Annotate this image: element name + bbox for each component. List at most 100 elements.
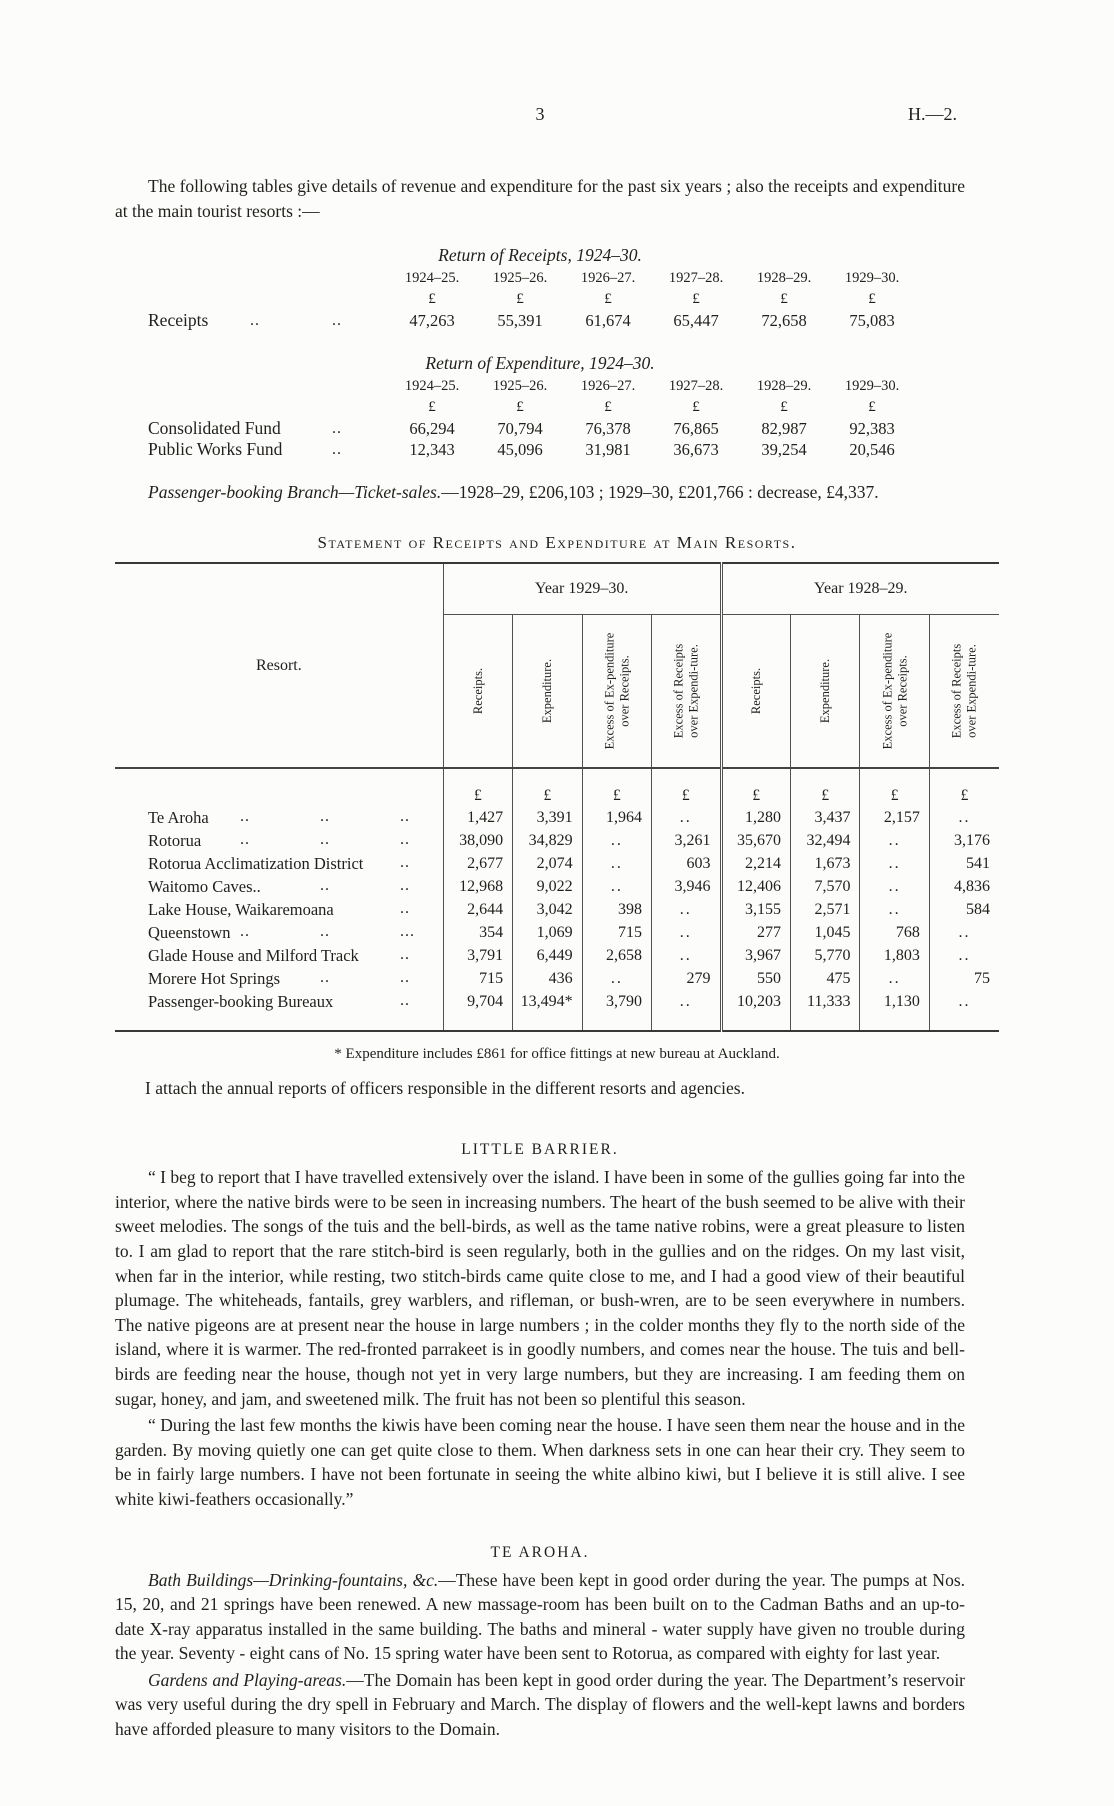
resort-name: Morere Hot Springs: [148, 968, 280, 988]
leader-dots: ..: [250, 312, 260, 330]
value-cell: 3,967: [719, 944, 791, 968]
currency-symbol: £: [868, 399, 876, 416]
currency-symbol: £: [442, 768, 513, 807]
value-cell: 39,254: [761, 439, 807, 459]
year-header-row: 1924–25. 1925–26. 1926–27. 1927–28. 1928…: [115, 376, 916, 397]
table-row: Queenstown .. .. ... 354 1,069 715 .. 27…: [115, 921, 999, 945]
value-cell: 475: [789, 967, 860, 991]
spacer-cell: [115, 268, 388, 289]
spacer-cell: [115, 1013, 443, 1031]
value-cell: ..: [928, 806, 999, 830]
table-row: Lake House, Waikaremoana .. 2,644 3,042 …: [115, 898, 999, 922]
value-cell: 70,794: [497, 418, 543, 438]
spacer-cell: [928, 1013, 999, 1032]
value-cell: 36,673: [673, 439, 719, 459]
rotated-column-header: Excess of Ex-penditure over Receipts.: [880, 632, 909, 750]
value-cell: ..: [859, 967, 930, 991]
passenger-booking-figures: —1928–29, £206,103 ; 1929–30, £201,766 :…: [441, 482, 879, 503]
value-cell: 279: [651, 967, 722, 991]
row-label-cell: Public Works Fund ..: [115, 439, 388, 460]
currency-symbol: £: [928, 768, 999, 807]
currency-symbol: £: [859, 768, 930, 807]
receipts-return-title: Return of Receipts, 1924–30.: [438, 245, 642, 266]
leader-dots: ..: [400, 877, 410, 895]
value-cell: 2,571: [789, 898, 860, 922]
value-cell: 76,378: [585, 418, 631, 438]
value-cell: 584: [928, 898, 999, 922]
value-cell: 75,083: [849, 310, 895, 330]
resort-name: Rotorua: [148, 830, 202, 850]
value-cell: 75: [928, 967, 999, 991]
expenditure-return-table: 1924–25. 1925–26. 1926–27. 1927–28. 1928…: [115, 376, 916, 460]
section-heading-little-barrier: LITTLE BARRIER.: [461, 1141, 619, 1159]
resort-name-cell: Waitomo Caves.. .. ..: [115, 875, 443, 898]
currency-symbol: £: [516, 291, 524, 308]
currency-row: £ £ £ £ £ £: [115, 289, 916, 310]
year-header-cell: 1927–28.: [668, 378, 724, 395]
currency-symbol: £: [789, 768, 860, 807]
table-row: Rotorua Acclimatization District .. 2,67…: [115, 852, 999, 876]
value-cell: 1,964: [581, 806, 652, 830]
currency-symbol: £: [780, 291, 788, 308]
value-cell: ..: [859, 875, 930, 899]
currency-symbol: £: [868, 291, 876, 308]
value-cell: ..: [581, 829, 652, 853]
value-cell: 550: [719, 967, 791, 991]
currency-symbol: £: [581, 768, 652, 807]
value-cell: 20,546: [849, 439, 895, 459]
value-cell: 2,658: [581, 944, 652, 968]
value-cell: 2,074: [512, 852, 583, 876]
value-cell: 1,803: [859, 944, 930, 968]
paragraph-lead: Bath Buildings—Drinking-fountains, &c.: [148, 1569, 439, 1590]
resort-column-header: Resort.: [115, 563, 444, 770]
leader-dots: ..: [320, 808, 330, 826]
value-cell: 715: [442, 967, 513, 991]
table-row: Consolidated Fund .. 66,294 70,794 76,37…: [115, 418, 916, 439]
value-cell: ..: [651, 944, 722, 968]
resort-name-cell: Rotorua Acclimatization District ..: [115, 852, 443, 875]
report-paragraph: “ I beg to report that I have travelled …: [115, 1167, 965, 1409]
rotated-column-header: Expenditure.: [540, 659, 555, 724]
currency-symbol: £: [780, 399, 788, 416]
spacer-cell: [719, 1013, 791, 1032]
rotated-column-header: Receipts.: [470, 668, 485, 715]
table-row: Te Aroha .. .. .. 1,427 3,391 1,964 .. 1…: [115, 806, 999, 830]
paragraph-text: —These have been kept in good order duri…: [115, 1569, 966, 1664]
value-cell: ..: [651, 898, 722, 922]
column-header-cell: Excess of Receipts over Expendi-ture.: [651, 614, 722, 770]
leader-dots: ..: [332, 312, 342, 330]
currency-symbol: £: [604, 399, 612, 416]
column-header-cell: Excess of Ex-penditure over Receipts.: [581, 614, 652, 770]
value-cell: ..: [928, 990, 999, 1014]
resort-name: Glade House and Milford Track: [148, 945, 359, 965]
leader-dots: ..: [320, 831, 330, 849]
leader-dots: ...: [400, 923, 415, 941]
statement-title: Statement of Receipts and Expenditure at…: [317, 533, 797, 553]
value-cell: ..: [651, 921, 722, 945]
paragraph-text: —The Domain has been kept in good order …: [115, 1669, 966, 1740]
resort-name: Te Aroha: [148, 807, 209, 827]
spacer-cell: [581, 1013, 652, 1032]
currency-symbol: £: [692, 291, 700, 308]
currency-symbol: £: [651, 768, 722, 807]
report-paragraph: “ During the last few months the kiwis h…: [115, 1415, 965, 1509]
table-row: Waitomo Caves.. .. .. 12,968 9,022 .. 3,…: [115, 875, 999, 899]
row-label-cell: Consolidated Fund ..: [115, 418, 388, 439]
resort-name-cell: Passenger-booking Bureaux ..: [115, 990, 443, 1013]
attach-note: I attach the annual reports of officers …: [145, 1078, 745, 1099]
year-header-cell: 1925–26.: [492, 378, 548, 395]
year-header-cell: 1929–30.: [844, 378, 900, 395]
leader-dots: ..: [240, 923, 250, 941]
value-cell: ..: [928, 944, 999, 968]
value-cell: 436: [512, 967, 583, 991]
value-cell: 12,406: [719, 875, 791, 899]
value-cell: 5,770: [789, 944, 860, 968]
section-heading-te-aroha: TE AROHA.: [490, 1543, 590, 1561]
currency-symbol: £: [428, 291, 436, 308]
value-cell: 3,791: [442, 944, 513, 968]
value-cell: 3,176: [928, 829, 999, 853]
value-cell: 1,673: [789, 852, 860, 876]
receipts-return-table: 1924–25. 1925–26. 1926–27. 1927–28. 1928…: [115, 268, 916, 331]
leader-dots: ..: [400, 969, 410, 987]
currency-symbol: £: [692, 399, 700, 416]
